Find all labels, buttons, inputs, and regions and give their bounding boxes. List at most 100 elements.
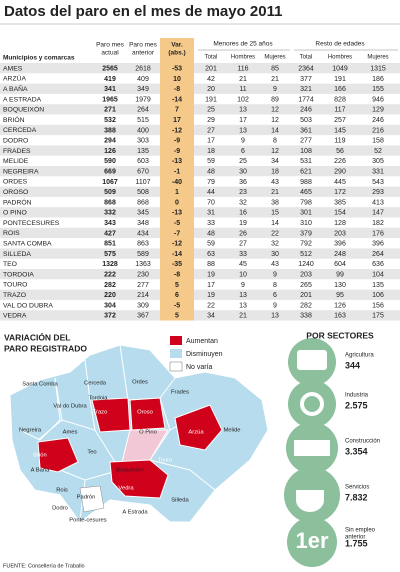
cell: 271 — [104, 107, 116, 114]
cell: 349 — [137, 86, 149, 93]
column-header: Hombres — [328, 55, 352, 61]
sector-name: Sin empleo — [345, 528, 376, 534]
map-title: PARO REGISTRADO — [4, 343, 87, 353]
cell-name: SILLEDA — [3, 251, 31, 258]
row-stripe — [0, 227, 160, 239]
row-stripe — [194, 289, 400, 300]
map-label: Vedra — [118, 486, 134, 492]
cell: 6 — [241, 148, 245, 155]
cell: 106 — [372, 292, 384, 299]
cell: 9 — [273, 271, 277, 278]
cell: 36 — [239, 179, 247, 186]
map-label: Silleda — [171, 498, 189, 504]
group-header: Menores de 25 años — [213, 41, 273, 48]
row-stripe — [194, 248, 400, 259]
cell: 182 — [372, 220, 384, 227]
cell: 22 — [271, 230, 279, 237]
cell: 341 — [104, 86, 116, 93]
cell: 465 — [300, 189, 312, 196]
cell: 321 — [300, 86, 312, 93]
sectors-title: POR SECTORES — [306, 330, 374, 340]
map-title: VARIACIÓN DEL — [4, 331, 70, 342]
cell: 135 — [137, 148, 149, 155]
cell: 282 — [300, 302, 312, 309]
map-label: Padrón — [77, 495, 96, 501]
sector-value: 2.575 — [345, 400, 368, 410]
cell-name: A BAÑA — [3, 84, 28, 93]
row-stripe — [194, 310, 400, 321]
cell: 304 — [104, 302, 116, 309]
cell: 117 — [334, 107, 345, 114]
cell: 15 — [271, 210, 279, 217]
cell: -8 — [174, 86, 180, 93]
cell: 18 — [207, 148, 215, 155]
region-padron — [79, 485, 105, 513]
cell: 419 — [104, 76, 116, 83]
cell: -13 — [172, 210, 182, 217]
cell: 361 — [300, 127, 312, 134]
cell: 331 — [372, 168, 384, 175]
cell: 7 — [175, 107, 179, 114]
cell: 154 — [334, 210, 346, 217]
cell: 21 — [271, 189, 279, 196]
map-label: O Pino — [139, 430, 157, 436]
cell: 508 — [137, 189, 149, 196]
cell: 226 — [334, 158, 346, 165]
map-label: Melide — [223, 428, 240, 434]
cell: 147 — [372, 210, 384, 217]
cell: 176 — [372, 230, 384, 237]
cell: 12 — [271, 148, 279, 155]
cell: 670 — [137, 168, 149, 175]
cell: 669 — [104, 168, 116, 175]
cell: 6 — [175, 292, 179, 299]
column-header: Municipios y comarcas — [3, 55, 75, 62]
cell: 59 — [207, 158, 215, 165]
cell: 264 — [137, 107, 149, 114]
cell: 851 — [104, 241, 116, 248]
cell-name: DODRO — [3, 138, 28, 145]
cell: 11 — [239, 86, 246, 93]
map-label: Cerceda — [84, 381, 107, 387]
cell: 29 — [207, 117, 215, 124]
cell: 1979 — [135, 96, 151, 103]
cell: 13 — [239, 127, 247, 134]
cell: 128 — [334, 220, 346, 227]
map-label: Frades — [171, 390, 189, 396]
cell: 38 — [271, 199, 279, 206]
legend-swatch — [169, 361, 183, 372]
cell: 27 — [207, 127, 215, 134]
row-stripe — [0, 289, 160, 300]
column-header: (abs.) — [168, 50, 185, 57]
cell: 21 — [271, 76, 279, 83]
cell: 13 — [239, 292, 247, 299]
cell: 214 — [137, 292, 149, 299]
cell: 2565 — [102, 65, 118, 72]
cell: 301 — [300, 210, 312, 217]
cell: 792 — [300, 241, 312, 248]
cell: 532 — [104, 117, 116, 124]
column-header: anterior — [132, 50, 155, 57]
cell: 43 — [271, 179, 279, 186]
row-stripe — [194, 145, 400, 156]
row-stripe — [194, 186, 400, 197]
cell: -53 — [172, 65, 182, 72]
row-stripe — [0, 145, 160, 156]
cell: 377 — [300, 76, 312, 83]
cell: 1049 — [332, 65, 348, 72]
cell: 9 — [241, 282, 245, 289]
cell: 445 — [334, 179, 346, 186]
cell: 248 — [334, 251, 346, 258]
row-stripe — [194, 104, 400, 115]
cell: 85 — [271, 65, 279, 72]
row-stripe — [0, 104, 160, 115]
cell: 99 — [336, 271, 344, 278]
cell: 31 — [207, 210, 215, 217]
sector-value: 7.832 — [345, 492, 368, 502]
cell: 12 — [271, 117, 279, 124]
cell: 27 — [239, 241, 247, 248]
cell: 828 — [334, 96, 346, 103]
source: FUENTE: Consellería de Traballo — [3, 563, 85, 569]
cell-name: SANTA COMBA — [3, 241, 52, 248]
map-label: A Baña — [31, 468, 50, 474]
cell: 203 — [334, 230, 346, 237]
